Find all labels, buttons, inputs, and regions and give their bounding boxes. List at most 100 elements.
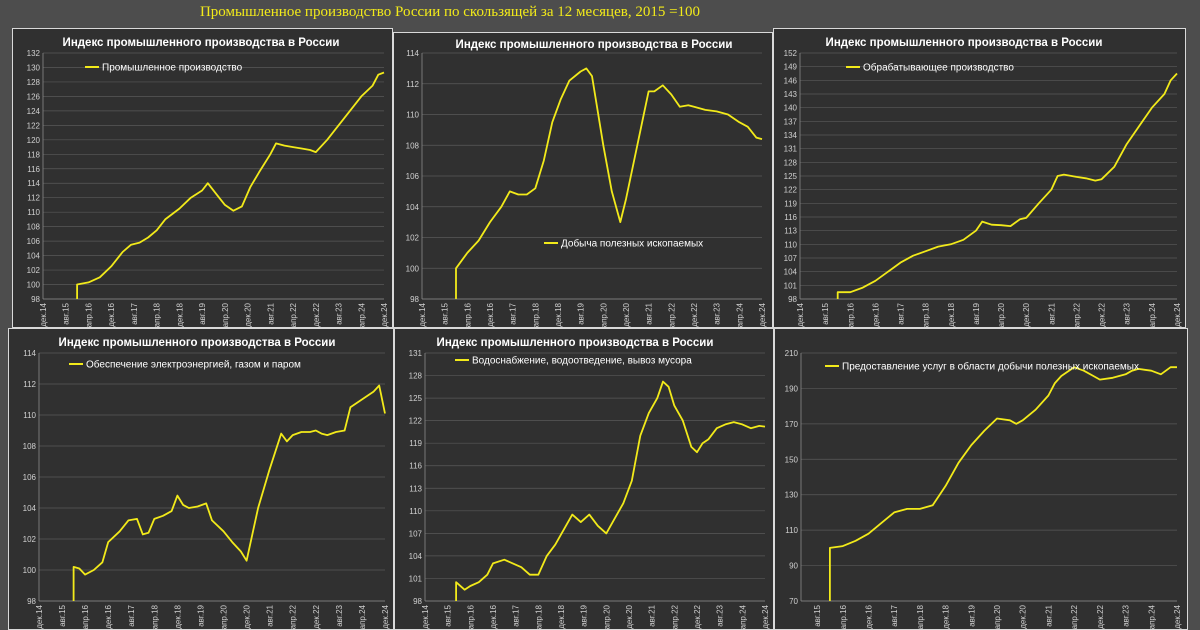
y-tick-label: 98: [410, 295, 419, 304]
legend-label: Промышленное производство: [102, 63, 243, 74]
x-tick-label: авг.19: [972, 302, 981, 324]
y-tick-label: 101: [409, 574, 423, 583]
x-tick-label: дек.24: [1173, 302, 1182, 326]
y-tick-label: 100: [23, 566, 37, 575]
y-tick-label: 137: [784, 117, 798, 126]
y-tick-label: 102: [23, 535, 37, 544]
y-tick-label: 119: [409, 439, 422, 448]
x-tick-label: апр.22: [1072, 302, 1081, 327]
x-tick-label: апр.24: [1147, 604, 1156, 629]
x-tick-label: апр.16: [84, 302, 93, 327]
chart-mining-services: 70 90 110 130 150 170 190 210 авг.15 апр.16 дек.16…: [774, 328, 1188, 630]
y-tick-label: 98: [788, 295, 797, 304]
x-tick-label: авг.17: [509, 302, 518, 324]
y-tick-label: 128: [27, 78, 41, 87]
legend-label: Предоставление услуг в области добычи по…: [842, 361, 1139, 373]
x-tick-label: дек.16: [489, 604, 498, 628]
y-tick-label: 104: [409, 552, 423, 561]
series-line: [455, 380, 766, 601]
x-tick-label: апр.24: [357, 302, 366, 327]
x-tick-label: дек.22: [312, 302, 321, 326]
chart-title: Индекс промышленного производства в Росс…: [63, 37, 340, 49]
y-tick-label: 106: [27, 237, 41, 246]
x-tick-label: дек.14: [421, 604, 430, 628]
x-tick-label: дек.20: [622, 302, 631, 326]
y-tick-label: 114: [23, 349, 36, 358]
x-tick-label: апр.20: [221, 302, 230, 327]
x-tick-label: дек.22: [1096, 604, 1105, 628]
y-tick-label: 125: [409, 394, 423, 403]
y-tick-label: 149: [784, 63, 798, 72]
y-tick-label: 128: [784, 158, 798, 167]
x-tick-label: дек.22: [690, 302, 699, 326]
y-tick-label: 106: [23, 473, 37, 482]
chart-industrial-production: 98 100 102 104 106 108 110 112 114 116 118 120 122 12…: [12, 28, 393, 328]
x-tick-label: авг.17: [890, 604, 899, 626]
legend-label: Обеспечение электроэнергией, газом и пар…: [86, 359, 301, 371]
x-tick-label: дек.16: [104, 604, 113, 628]
x-tick-label: дек.20: [625, 604, 634, 628]
y-tick-label: 122: [27, 121, 41, 130]
y-tick-label: 122: [409, 417, 423, 426]
x-tick-label: дек.18: [175, 302, 184, 326]
x-tick-label: апр.22: [670, 604, 679, 629]
x-tick-label: авг.17: [130, 302, 139, 324]
y-tick-label: 119: [784, 199, 797, 208]
y-tick-label: 130: [27, 63, 41, 72]
chart-svg: 98 101 104 107 110 113 116 119 122 125 128 131 дек.1…: [409, 337, 770, 629]
chart-svg: 98 100 102 104 106 108 110 112 114 дек.14 авг.15 ап…: [23, 337, 390, 629]
x-tick-label: дек.16: [107, 302, 116, 326]
x-tick-label: дек.20: [243, 604, 252, 628]
y-tick-label: 104: [27, 252, 41, 261]
x-tick-label: апр.18: [531, 302, 540, 327]
page-title: Промышленное производство России по скол…: [199, 4, 701, 20]
x-tick-label: дек.24: [761, 604, 770, 628]
x-tick-label: апр.16: [81, 604, 90, 629]
x-tick-label: дек.24: [380, 302, 389, 326]
x-tick-label: авг.17: [127, 604, 136, 626]
y-tick-label: 170: [785, 420, 799, 429]
y-tick-label: 110: [27, 208, 40, 217]
y-tick-label: 124: [27, 107, 41, 116]
y-tick-label: 128: [409, 372, 423, 381]
x-tick-label: дек.22: [693, 604, 702, 628]
y-tick-label: 143: [784, 90, 798, 99]
x-tick-label: дек.14: [418, 302, 427, 326]
y-tick-label: 113: [784, 227, 797, 236]
x-tick-label: апр.16: [846, 302, 855, 327]
y-tick-label: 140: [784, 104, 798, 113]
y-tick-label: 112: [406, 80, 419, 89]
x-tick-label: дек.18: [554, 302, 563, 326]
chart-title: Индекс промышленного производства в Росс…: [59, 337, 336, 349]
x-tick-label: авг.21: [266, 302, 275, 324]
x-tick-label: дек.18: [947, 302, 956, 326]
series-line: [455, 67, 763, 299]
x-tick-label: авг.23: [713, 302, 722, 324]
legend-label: Обрабатывающее производство: [863, 62, 1014, 74]
x-tick-label: апр.18: [150, 604, 159, 629]
y-tick-label: 125: [784, 172, 798, 181]
y-tick-label: 108: [27, 223, 41, 232]
x-tick-label: апр.22: [289, 604, 298, 629]
chart-title: Индекс промышленного производства в Росс…: [456, 39, 733, 51]
x-tick-label: апр.20: [602, 604, 611, 629]
x-tick-label: авг.23: [1122, 604, 1131, 626]
x-tick-label: дек.22: [1098, 302, 1107, 326]
y-tick-label: 101: [784, 281, 798, 290]
x-tick-label: апр.22: [289, 302, 298, 327]
x-tick-label: авг.15: [813, 604, 822, 626]
x-tick-label: авг.21: [645, 302, 654, 324]
y-tick-label: 118: [27, 150, 40, 159]
x-tick-label: апр.20: [599, 302, 608, 327]
y-tick-label: 100: [406, 264, 420, 273]
x-tick-label: авг.23: [1123, 302, 1132, 324]
x-tick-label: апр.24: [358, 604, 367, 629]
x-tick-label: дек.20: [244, 302, 253, 326]
y-tick-label: 132: [27, 49, 41, 58]
x-tick-label: авг.19: [967, 604, 976, 626]
x-tick-label: апр.24: [735, 302, 744, 327]
y-tick-label: 130: [785, 491, 799, 500]
y-tick-label: 106: [406, 172, 420, 181]
y-tick-label: 104: [784, 268, 798, 277]
chart-svg: 70 90 110 130 150 170 190 210 авг.15 апр.16 дек.16…: [785, 349, 1182, 629]
